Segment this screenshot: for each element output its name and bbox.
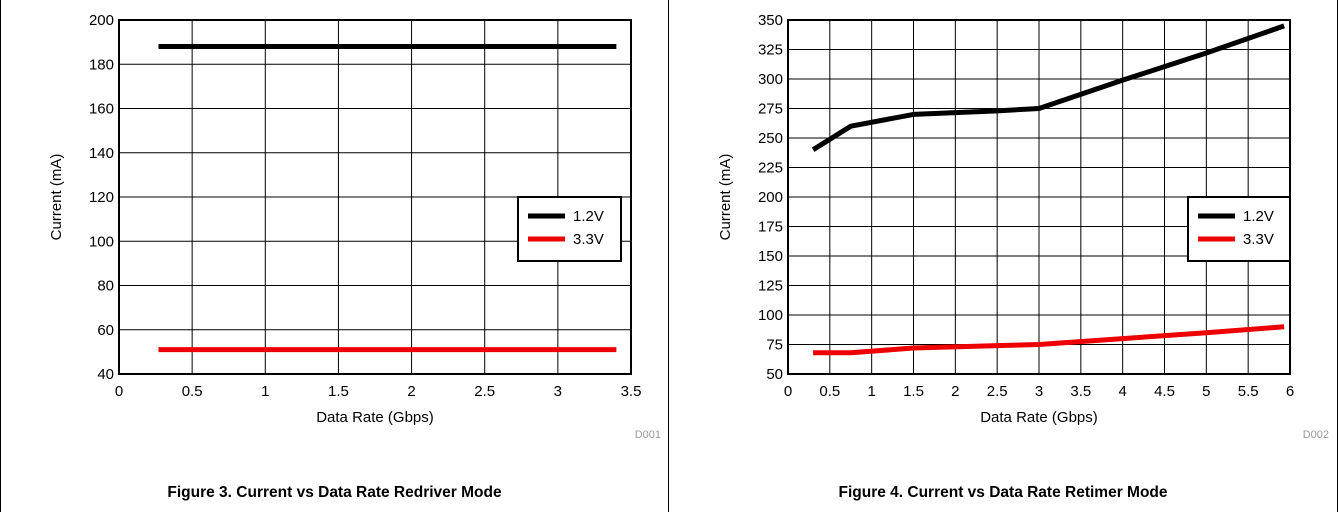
figure-code: D002 bbox=[1303, 429, 1329, 441]
y-tick-label: 140 bbox=[89, 145, 114, 162]
x-tick-label: 1.5 bbox=[328, 383, 349, 400]
y-tick-label: 175 bbox=[758, 219, 783, 236]
legend-box bbox=[517, 196, 622, 262]
legend-label: 3.3V bbox=[1243, 231, 1274, 248]
legend-label: 3.3V bbox=[573, 231, 604, 248]
x-tick-label: 6 bbox=[1286, 383, 1294, 400]
y-tick-label: 100 bbox=[758, 307, 783, 324]
y-tick-label: 40 bbox=[97, 366, 114, 383]
x-tick-label: 2 bbox=[407, 383, 415, 400]
x-tick-label: 2.5 bbox=[474, 383, 495, 400]
y-tick-label: 180 bbox=[89, 56, 114, 73]
series-line bbox=[811, 23, 1285, 152]
x-tick-label: 0.5 bbox=[182, 383, 203, 400]
chart-redriver: 0 0.5 1 1.5 2 2.5 3 3.5 40 60 80 100 120 140 160 180 200… bbox=[48, 12, 661, 441]
x-tick-label: 2.5 bbox=[987, 383, 1008, 400]
x-tick-label: 4 bbox=[1118, 383, 1126, 400]
y-tick-label: 75 bbox=[766, 337, 783, 354]
y-axis-label: Current (mA) bbox=[717, 154, 734, 241]
y-tick-label: 50 bbox=[766, 366, 783, 383]
y-tick-label: 150 bbox=[758, 248, 783, 265]
chart-retimer: 0 0.5 1 1.5 2 2.5 3 3.5 4 4.5 5 5.5 6 50 75 100 125 150 17… bbox=[717, 12, 1329, 441]
x-tick-label: 3.5 bbox=[621, 383, 642, 400]
x-tick-label: 2 bbox=[951, 383, 959, 400]
plot-frame bbox=[118, 19, 632, 375]
x-axis-label: Data Rate (Gbps) bbox=[316, 409, 434, 426]
y-tick-label: 80 bbox=[97, 278, 114, 295]
figure-code: D001 bbox=[635, 429, 661, 441]
chart-panel-retimer: 0 0.5 1 1.5 2 2.5 3 3.5 4 4.5 5 5.5 6 50 75 100 125 150 17… bbox=[669, 0, 1338, 512]
y-axis-label: Current (mA) bbox=[48, 154, 65, 241]
y-tick-label: 225 bbox=[758, 160, 783, 177]
y-tick-label: 300 bbox=[758, 71, 783, 88]
y-tick-label: 60 bbox=[97, 322, 114, 339]
x-tick-label: 3 bbox=[1035, 383, 1043, 400]
legend-label: 1.2V bbox=[1243, 208, 1274, 225]
figure-caption: Figure 4. Current vs Data Rate Retimer M… bbox=[838, 484, 1168, 501]
x-tick-label: 1.5 bbox=[903, 383, 924, 400]
x-tick-label: 1 bbox=[261, 383, 269, 400]
y-tick-label: 125 bbox=[758, 278, 783, 295]
chart-panel-redriver: 0 0.5 1 1.5 2 2.5 3 3.5 40 60 80 100 120 140 160 180 200… bbox=[0, 0, 669, 512]
y-tick-label: 325 bbox=[758, 42, 783, 59]
y-tick-label: 120 bbox=[89, 189, 114, 206]
y-tick-label: 200 bbox=[89, 12, 114, 29]
x-tick-label: 3.5 bbox=[1070, 383, 1091, 400]
x-tick-label: 0 bbox=[784, 383, 792, 400]
x-tick-label: 3 bbox=[554, 383, 562, 400]
figure-caption: Figure 3. Current vs Data Rate Redriver … bbox=[167, 484, 502, 501]
x-tick-label: 0.5 bbox=[819, 383, 840, 400]
x-tick-label: 1 bbox=[867, 383, 875, 400]
y-tick-label: 100 bbox=[89, 233, 114, 250]
x-tick-label: 5.5 bbox=[1238, 383, 1259, 400]
legend-label: 1.2V bbox=[573, 208, 604, 225]
y-tick-label: 350 bbox=[758, 12, 783, 29]
series-line bbox=[813, 324, 1285, 356]
y-tick-label: 275 bbox=[758, 101, 783, 118]
y-tick-label: 160 bbox=[89, 101, 114, 118]
x-tick-label: 4.5 bbox=[1154, 383, 1175, 400]
x-tick-label: 5 bbox=[1202, 383, 1210, 400]
y-tick-label: 200 bbox=[758, 189, 783, 206]
y-tick-label: 250 bbox=[758, 130, 783, 147]
x-tick-label: 0 bbox=[115, 383, 123, 400]
legend-box bbox=[1187, 196, 1291, 262]
x-axis-label: Data Rate (Gbps) bbox=[980, 409, 1098, 426]
